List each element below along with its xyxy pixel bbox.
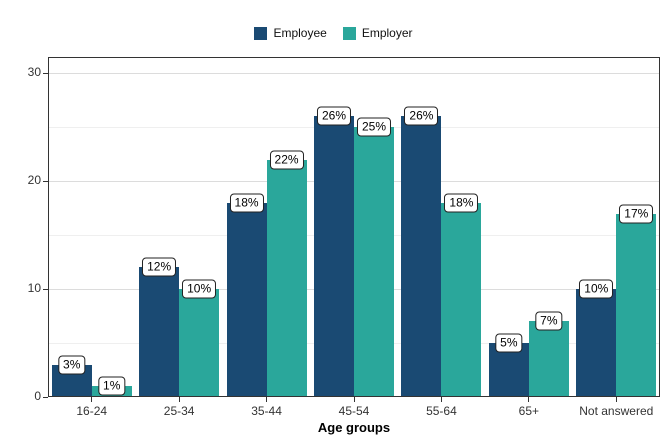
bar-value-label: 25% <box>356 117 392 137</box>
x-axis-tick <box>178 397 180 402</box>
bar-employee-not-answered <box>576 289 617 396</box>
y-axis-tick-label: 30 <box>27 65 41 80</box>
bar-employer-45-54 <box>354 127 394 396</box>
bar-value-label: 22% <box>269 150 304 170</box>
bar-value-label: 3% <box>58 355 86 375</box>
x-axis-tick <box>91 397 93 402</box>
x-axis-tick <box>266 397 268 402</box>
bar-value-label: 12% <box>142 257 177 277</box>
x-axis-tick-label: 35-44 <box>251 404 282 418</box>
bar-employee-45-54 <box>314 116 354 396</box>
x-axis-tick-label: 65+ <box>518 404 540 418</box>
plot-border <box>48 57 660 397</box>
bar-employer-65+ <box>528 321 569 396</box>
x-axis-tick-label: 16-24 <box>76 404 108 418</box>
bar-value-label: 7% <box>535 311 563 331</box>
bar-employer-not-answered <box>616 213 657 396</box>
bar-employer-25-34 <box>179 289 220 396</box>
x-axis-tick <box>615 397 617 402</box>
x-axis-title: Age groups <box>317 420 391 435</box>
bar-employee-35-44 <box>226 202 267 396</box>
legend: Employee Employer <box>0 26 667 40</box>
y-axis-tick-label: 10 <box>27 281 41 296</box>
y-axis-tick <box>43 288 48 290</box>
x-axis-tick-label: 25-34 <box>163 404 195 418</box>
gridline-major <box>48 72 660 74</box>
x-axis-tick <box>353 397 355 402</box>
legend-item-employer: Employer <box>342 26 413 40</box>
y-axis-tick <box>43 180 48 182</box>
legend-swatch-employer <box>342 26 356 40</box>
x-axis-tick <box>528 397 530 402</box>
bar-value-label: 5% <box>495 333 523 353</box>
legend-label-employee: Employee <box>273 26 327 40</box>
x-axis-tick <box>440 397 442 402</box>
x-axis-tick-label: 55-64 <box>426 404 457 418</box>
x-axis-tick-label: 45-54 <box>338 404 370 418</box>
bar-value-label: 10% <box>182 279 217 299</box>
legend-swatch-employee <box>254 26 268 40</box>
y-axis-tick <box>43 72 48 74</box>
y-axis-tick <box>43 396 48 398</box>
bar-value-label: 1% <box>98 376 126 396</box>
legend-item-employee: Employee <box>254 26 327 40</box>
x-axis-tick-label: Not answered <box>579 404 654 418</box>
bar-employee-25-34 <box>139 267 180 396</box>
bar-value-label: 26% <box>316 106 352 126</box>
bar-value-label: 18% <box>444 193 479 213</box>
y-axis-tick-label: 0 <box>34 389 41 403</box>
bar-value-label: 26% <box>404 106 439 126</box>
bar-value-label: 18% <box>229 193 264 213</box>
bar-employer-35-44 <box>266 159 307 396</box>
legend-label-employer: Employer <box>361 26 413 40</box>
bar-employee-55-64 <box>401 116 442 396</box>
bar-employer-55-64 <box>441 202 482 396</box>
y-axis-tick-label: 20 <box>27 173 41 188</box>
bar-value-label: 17% <box>619 204 654 223</box>
bar-value-label: 10% <box>579 279 614 299</box>
